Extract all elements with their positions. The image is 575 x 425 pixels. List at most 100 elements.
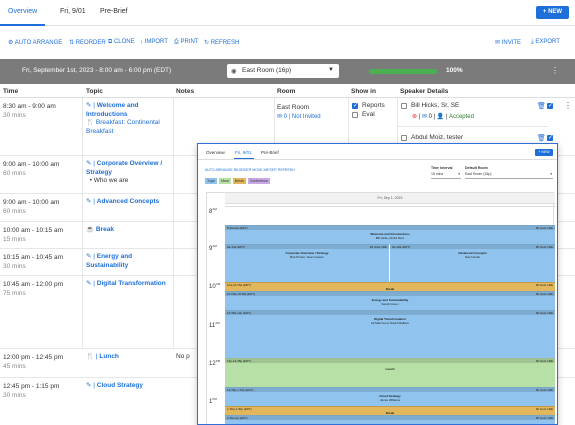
- remove-icon[interactable]: ⊗: [412, 114, 418, 120]
- refresh-button[interactable]: ↻ REFRESH: [204, 39, 239, 46]
- calendar-event[interactable]: 9a-10a (EDT) Mr Host 1RE Corporate Overv…: [225, 244, 389, 282]
- reorder-button[interactable]: ⇅ REORDER: [69, 39, 106, 46]
- calendar-event[interactable]: 1:30p-2p (EDT) Mr Host 1RE: [225, 415, 555, 424]
- row-topic-title: Welcome and Introductions: [86, 102, 139, 118]
- event-host: Mr Host 1RE: [535, 283, 553, 287]
- event-host: Mr Host 1RE: [535, 311, 553, 315]
- hour-label: 8AM: [209, 207, 217, 215]
- tab-overview[interactable]: Overview: [8, 8, 38, 15]
- tab-pre-brief[interactable]: Pre-Brief: [100, 8, 128, 15]
- row-topic[interactable]: ✎ | Welcome and Introductions 🍴 Breakfast…: [86, 102, 176, 136]
- column-header-show-in: Show in: [351, 88, 376, 95]
- legend-conference: Conference: [247, 178, 270, 184]
- row-topic[interactable]: ✎ | Energy and Sustainability: [86, 253, 176, 270]
- delete-icon[interactable]: 🗑: [537, 103, 546, 110]
- speaker-checkbox[interactable]: [401, 135, 407, 141]
- email-icon: ✉: [277, 114, 284, 120]
- day-header-bar: Fri, September 1st, 2023 - 8:00 am - 6:0…: [0, 59, 575, 84]
- row-topic[interactable]: ✎ | Corporate Overview / Strategy • Who …: [86, 160, 176, 186]
- show-in-reports-checkbox[interactable]: [352, 102, 358, 109]
- auto-arrange-label: AUTO ARRANGE: [14, 40, 63, 46]
- event-header: [225, 388, 555, 392]
- print-button[interactable]: ⎙ PRINT: [174, 39, 198, 46]
- tab-fri-9-01[interactable]: Fri, 9/01: [60, 8, 86, 15]
- refresh-label: REFRESH: [210, 40, 240, 46]
- email-icon: ✉: [421, 114, 427, 120]
- event-time: 1:30p-2p (EDT): [227, 416, 248, 420]
- preview-tab-pre-brief[interactable]: Pre-Brief: [261, 150, 279, 155]
- edit-icon[interactable]: ✎ |: [86, 198, 97, 205]
- person-icon: 👤: [436, 114, 445, 120]
- clone-button[interactable]: ⧉ CLONE: [108, 39, 135, 46]
- speaker-checkbox[interactable]: [401, 103, 407, 109]
- print-icon: ⎙: [174, 39, 181, 45]
- row-duration: 30 mins: [3, 263, 26, 270]
- time-interval-select[interactable]: 15 mins ▾: [431, 172, 461, 179]
- edit-icon[interactable]: ✎ |: [86, 253, 97, 260]
- preview-toolbar[interactable]: AUTO ARRANGE REORDER MOVE IMPORT REFRESH: [205, 168, 295, 172]
- row-topic[interactable]: ✎ | Advanced Concepts: [86, 198, 176, 207]
- row-topic-title: Break: [95, 226, 114, 233]
- row-topic-title: Digital Transformation: [96, 280, 166, 287]
- calendar-event[interactable]: 9a-10a (EDT) Mr Host 1RE Advanced Concep…: [390, 244, 555, 282]
- calendar-event[interactable]: 10:45a-12p (EDT) Mr Host 1RE Digital Tra…: [225, 310, 555, 358]
- edit-icon[interactable]: ✎ |: [86, 280, 97, 287]
- speaker-name: Bill Hicks, Sr. SE: [411, 102, 460, 109]
- speaker-confirm-checkbox[interactable]: [547, 134, 553, 141]
- export-button[interactable]: ⤓ EXPORT: [531, 39, 560, 46]
- preview-new-button[interactable]: + NEW: [535, 149, 553, 156]
- row-topic[interactable]: ✎ | Cloud Strategy: [86, 382, 176, 391]
- row-topic[interactable]: 🍴 | Lunch: [86, 353, 176, 362]
- new-button[interactable]: + NEW: [536, 6, 569, 19]
- room-select[interactable]: ◉ East Room (16p) ▼: [227, 64, 339, 78]
- reorder-icon: ⇅: [69, 40, 76, 46]
- preview-tab-overview[interactable]: Overview: [206, 150, 225, 155]
- event-title: Lunch: [385, 367, 395, 371]
- hour-label-value: 8: [209, 209, 213, 215]
- speaker-confirm-checkbox[interactable]: [547, 102, 553, 109]
- progress-label: 100%: [446, 67, 463, 74]
- row-topic[interactable]: ☕ Break: [86, 226, 176, 235]
- event-header: [390, 245, 555, 249]
- auto-arrange-button[interactable]: ⚙ AUTO ARRANGE: [8, 39, 62, 46]
- hour-label-value: 10: [209, 284, 216, 290]
- event-time: 12p-12:45p (EDT): [227, 359, 252, 363]
- row-menu-icon[interactable]: ⋮: [564, 101, 572, 110]
- delete-icon[interactable]: 🗑: [537, 135, 546, 142]
- chevron-down-icon: ▾: [550, 172, 552, 176]
- kebab-menu-icon[interactable]: ⋮: [551, 66, 559, 75]
- hour-label: 10AM: [209, 282, 221, 290]
- calendar-date-header: Fri, Sep 1, 2023: [225, 193, 555, 204]
- calendar-event[interactable]: 12:45p-1:15p (EDT) Mr Host 1RE Cloud Str…: [225, 387, 555, 406]
- calendar-event[interactable]: 8:30a-9a (EDT) Mr Host 1RE Welcome and I…: [225, 225, 555, 244]
- default-room-label: Default Room: [465, 166, 488, 170]
- room-invite-status[interactable]: ✉ 0 | Not Invited: [277, 113, 321, 120]
- edit-icon[interactable]: ✎ |: [86, 160, 97, 167]
- edit-icon[interactable]: ✎ |: [86, 102, 97, 109]
- column-header-notes: Notes: [176, 88, 195, 95]
- calendar-event[interactable]: 10:15a-10:45a (EDT) Mr Host 1RE Energy a…: [225, 291, 555, 310]
- invite-button[interactable]: ✉ INVITE: [495, 39, 521, 46]
- speaker-status: ⊗ | ✉ 0 | 👤 | Accepted: [412, 114, 474, 120]
- default-room-select[interactable]: East Room (16p) ▾: [465, 172, 553, 179]
- row-time: 9:00 am - 10:00 am 60 mins: [3, 160, 59, 178]
- table-row[interactable]: 12:45 pm - 1:15 pm 30 mins ✎ | Cloud Stra…: [0, 378, 575, 425]
- hour-label-value: 12: [209, 361, 216, 367]
- preview-tab-fri-9-01[interactable]: Fri, 9/01: [235, 150, 252, 155]
- event-header: [225, 359, 555, 363]
- auto-arrange-icon: ⚙: [8, 40, 15, 46]
- calendar-event[interactable]: 10a-10:15a (EDT) Mr Host 1RE Break: [225, 282, 555, 291]
- show-in-eval-checkbox[interactable]: [352, 112, 358, 118]
- row-time-range: 9:00 am - 10:00 am: [3, 199, 60, 206]
- calendar-event[interactable]: 12p-12:45p (EDT) Mr Host 1RE Lunch: [225, 358, 555, 387]
- import-button[interactable]: ↓ IMPORT: [140, 39, 168, 45]
- row-duration: 60 mins: [3, 208, 26, 215]
- event-title: Break: [385, 287, 395, 291]
- edit-icon[interactable]: ✎ |: [86, 382, 97, 389]
- calendar-event[interactable]: 1:15p-1:30p (EDT) Mr Host 1RE Break: [225, 406, 555, 415]
- row-topic[interactable]: ✎ | Digital Transformation: [86, 280, 176, 289]
- row-time-range: 10:00 am - 10:15 am: [3, 227, 63, 234]
- hour-label-value: 1: [209, 399, 213, 405]
- row-time: 8:30 am - 9:00 am 30 mins: [3, 102, 56, 120]
- default-room-value: East Room (16p): [465, 172, 492, 176]
